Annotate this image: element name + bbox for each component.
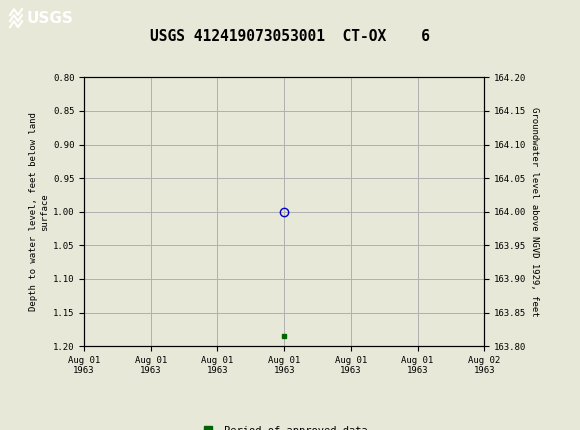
Y-axis label: Depth to water level, feet below land
surface: Depth to water level, feet below land su… — [30, 112, 49, 311]
Legend: Period of approved data: Period of approved data — [196, 422, 372, 430]
Text: USGS: USGS — [27, 11, 74, 26]
Text: USGS 412419073053001  CT-OX    6: USGS 412419073053001 CT-OX 6 — [150, 29, 430, 44]
Y-axis label: Groundwater level above NGVD 1929, feet: Groundwater level above NGVD 1929, feet — [531, 107, 539, 316]
